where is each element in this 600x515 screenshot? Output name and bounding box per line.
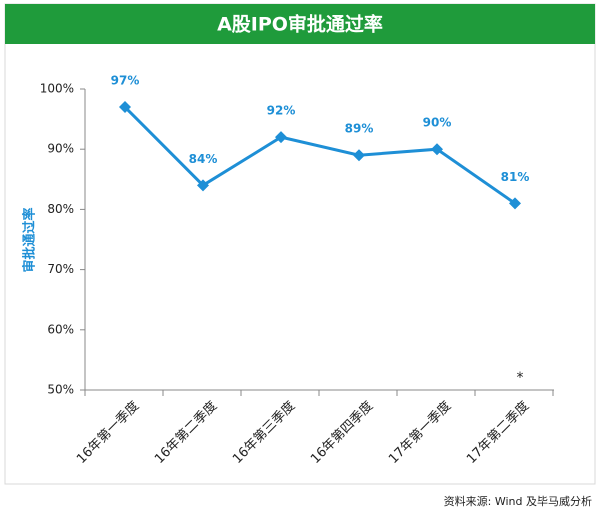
marker [509, 197, 521, 210]
data-label: 89% [345, 122, 374, 136]
y-tick-label: 100% [40, 82, 74, 96]
y-tick-label: 50% [47, 383, 74, 397]
data-label: 84% [189, 152, 218, 166]
data-label: 90% [423, 116, 452, 130]
y-tick-label: 90% [47, 142, 74, 156]
marker [353, 149, 365, 162]
annotation: * [517, 370, 524, 386]
y-tick-label: 80% [47, 202, 74, 216]
y-axis-label: 审批通过率 [22, 207, 38, 272]
marker [119, 101, 131, 114]
data-label: 97% [111, 74, 140, 88]
data-label: 81% [501, 170, 530, 184]
chart-frame [4, 3, 596, 485]
marker [275, 131, 287, 144]
chart-title: A股IPO审批通过率 [217, 13, 383, 36]
marker [431, 143, 443, 156]
line [123, 106, 516, 205]
title-bar [5, 4, 595, 44]
y-tick-label: 60% [47, 322, 74, 336]
marker [197, 179, 209, 192]
source: 资料来源: Wind 及毕马威分析 [444, 494, 592, 508]
data-label: 92% [267, 104, 296, 118]
y-tick-label: 70% [47, 262, 74, 276]
